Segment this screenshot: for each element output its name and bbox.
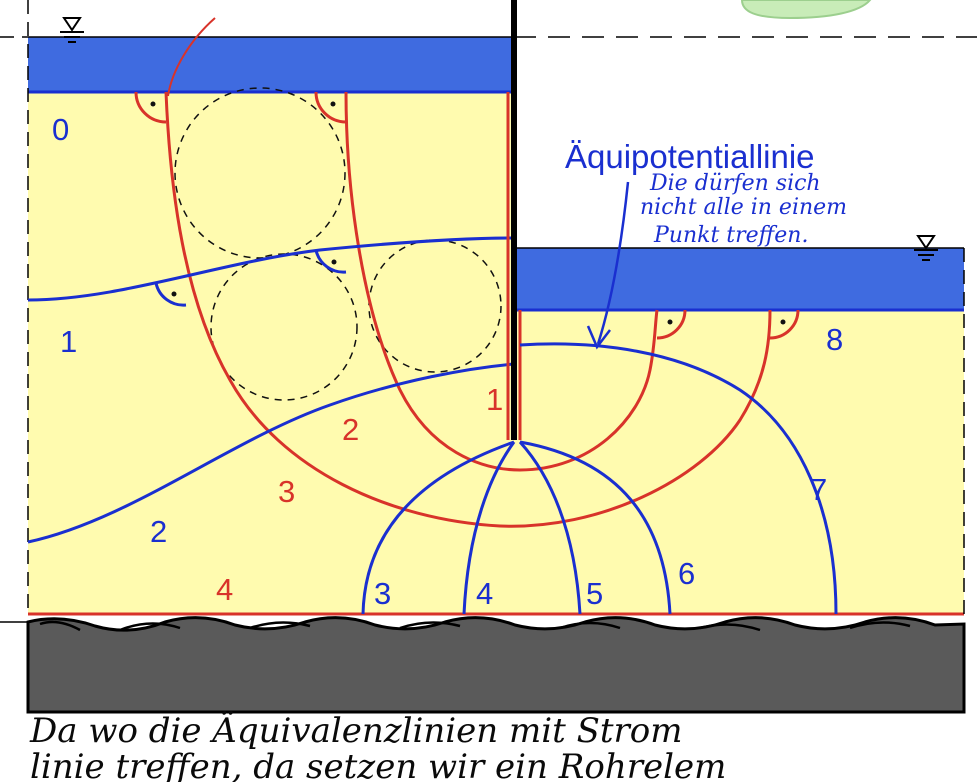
stream-label-3: 3: [278, 474, 295, 509]
potential-label-8: 8: [826, 322, 843, 357]
streamline-overdraw: [167, 17, 216, 97]
right-angle-markers-blue: [154, 249, 347, 307]
soil-right: [514, 310, 964, 614]
potential-label-0: 0: [52, 112, 69, 147]
annotation-line-2: nicht alle in einem: [640, 195, 847, 220]
dot-2: [330, 101, 336, 107]
dot-3: [667, 319, 673, 325]
stream-label-1: 1: [486, 382, 503, 417]
stream-label-4: 4: [216, 572, 233, 607]
potential-label-3: 3: [374, 576, 391, 611]
angle-marker-6: [314, 249, 347, 274]
water-left: [28, 37, 514, 92]
circle-mid-right: [368, 239, 502, 373]
water-level-icon-left: [60, 17, 84, 43]
right-angle-markers: [134, 91, 800, 340]
equipotential-4: [462, 441, 516, 615]
angle-marker-3: [656, 309, 687, 340]
potential-label-5: 5: [586, 576, 603, 611]
dot-6: [331, 259, 337, 265]
bottom-note-line-2: linie treffen, da setzen wir ein Rohrele…: [30, 747, 726, 782]
equipotential-1: [27, 236, 515, 302]
dot-1: [150, 101, 156, 107]
angle-marker-5: [154, 282, 187, 307]
dot-5: [171, 291, 177, 297]
potential-label-2: 2: [150, 514, 167, 549]
annotation-line-3: Punkt treffen.: [653, 223, 808, 248]
dot-4: [780, 319, 786, 325]
water-level-icon-right: [914, 235, 938, 261]
angle-marker-4: [769, 309, 800, 340]
streamline-3: [164, 91, 772, 528]
angle-dots: [150, 101, 786, 325]
potential-label-7: 7: [810, 472, 827, 507]
equipotential-5: [518, 440, 582, 615]
water-right: [514, 248, 964, 310]
equipotential-title: Äquipotentiallinie: [565, 138, 815, 175]
bottom-note-line-1: Da wo die Äquivalenzlinien mit Strom: [29, 711, 683, 751]
annotation-line-1: Die dürfen sich: [649, 171, 821, 196]
angle-marker-1: [134, 91, 167, 124]
stream-label-2: 2: [342, 412, 359, 447]
streamlines: [164, 17, 772, 528]
rock-layer: [26, 616, 966, 714]
annotation-arrowhead: [586, 325, 611, 350]
soil-left: [28, 92, 514, 614]
potential-label-6: 6: [678, 556, 695, 591]
streamline-2: [344, 91, 659, 472]
angle-marker-2: [314, 91, 347, 124]
green-marker-blob: [740, 0, 872, 20]
potential-label-4: 4: [476, 576, 493, 611]
equipotential-3: [361, 440, 515, 615]
equipotential-2: [27, 362, 515, 544]
potential-label-1: 1: [60, 324, 77, 359]
equipotential-6: [519, 440, 672, 615]
annotation-arrow: [596, 181, 630, 345]
